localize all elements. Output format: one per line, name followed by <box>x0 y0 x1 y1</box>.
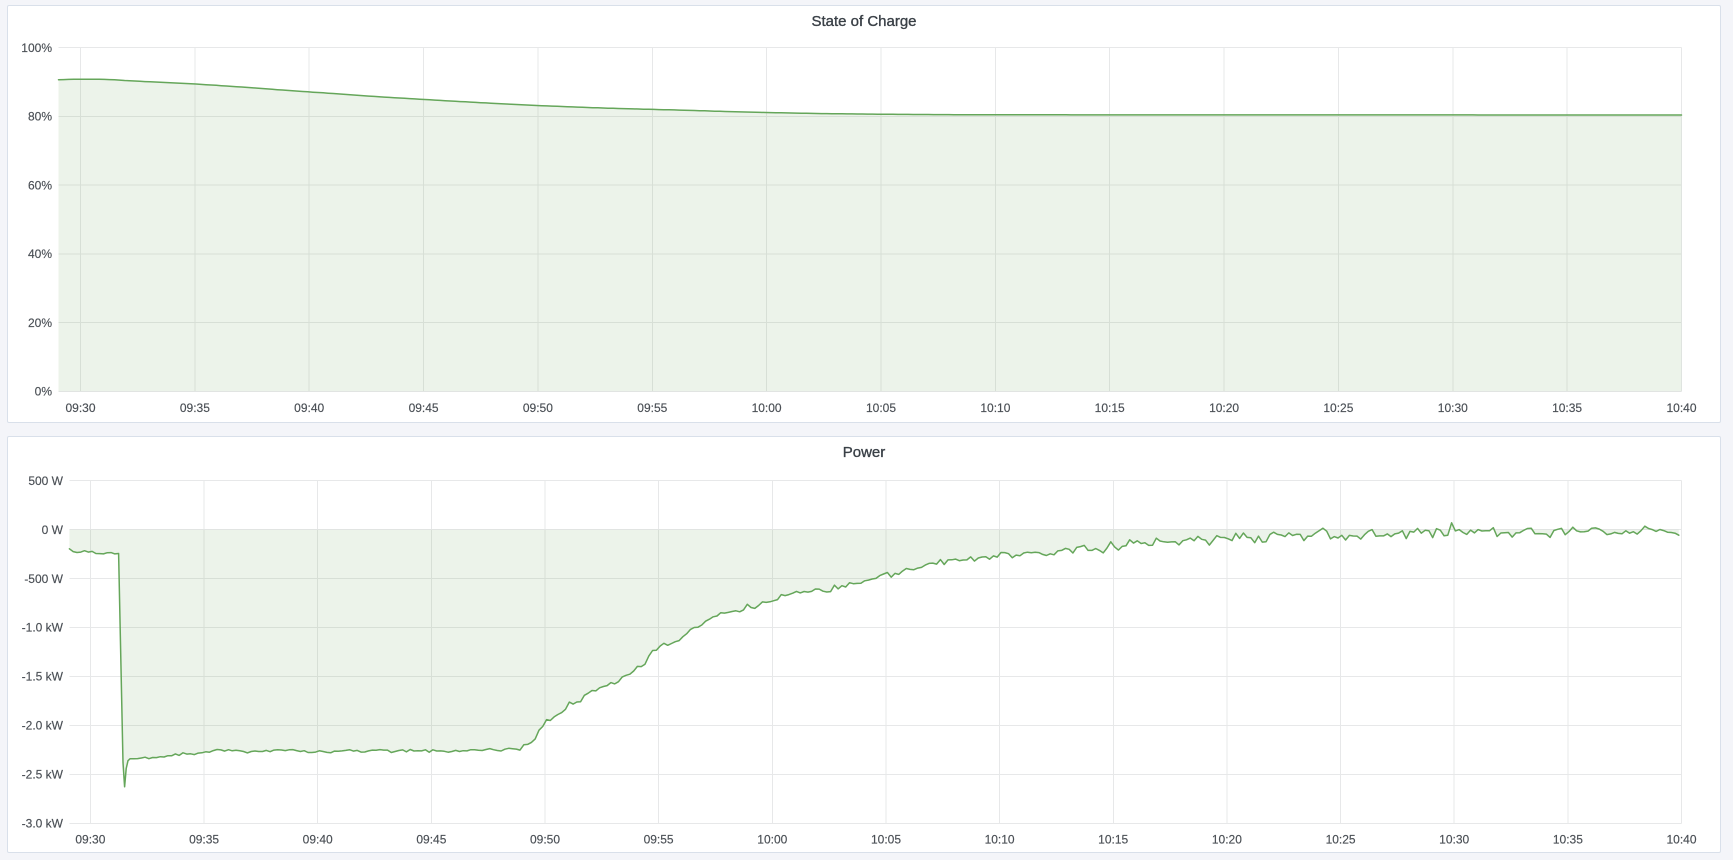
svg-text:09:40: 09:40 <box>294 401 324 415</box>
svg-text:10:30: 10:30 <box>1438 401 1468 415</box>
svg-text:10:05: 10:05 <box>866 401 896 415</box>
svg-text:09:50: 09:50 <box>530 833 560 847</box>
svg-text:09:55: 09:55 <box>644 833 674 847</box>
svg-text:-1.0 kW: -1.0 kW <box>22 621 64 635</box>
svg-text:10:00: 10:00 <box>757 833 787 847</box>
svg-text:10:25: 10:25 <box>1323 401 1353 415</box>
svg-text:10:15: 10:15 <box>1098 833 1128 847</box>
svg-text:10:35: 10:35 <box>1553 833 1583 847</box>
svg-text:09:35: 09:35 <box>189 833 219 847</box>
svg-text:10:35: 10:35 <box>1552 401 1582 415</box>
svg-text:10:40: 10:40 <box>1666 833 1696 847</box>
svg-text:09:30: 09:30 <box>75 833 105 847</box>
svg-text:09:55: 09:55 <box>637 401 667 415</box>
svg-text:10:25: 10:25 <box>1326 833 1356 847</box>
svg-text:09:30: 09:30 <box>65 401 95 415</box>
svg-text:-2.5 kW: -2.5 kW <box>22 768 64 782</box>
svg-text:10:20: 10:20 <box>1209 401 1239 415</box>
svg-text:09:45: 09:45 <box>409 401 439 415</box>
svg-text:10:20: 10:20 <box>1212 833 1242 847</box>
svg-text:10:30: 10:30 <box>1439 833 1469 847</box>
svg-text:-1.5 kW: -1.5 kW <box>22 670 64 684</box>
svg-text:100%: 100% <box>21 41 52 55</box>
svg-text:60%: 60% <box>28 178 52 192</box>
svg-text:500 W: 500 W <box>28 474 63 488</box>
svg-text:09:45: 09:45 <box>416 833 446 847</box>
svg-text:10:15: 10:15 <box>1095 401 1125 415</box>
svg-text:09:35: 09:35 <box>180 401 210 415</box>
svg-text:10:40: 10:40 <box>1666 401 1696 415</box>
svg-text:-3.0 kW: -3.0 kW <box>22 817 64 831</box>
svg-text:-500 W: -500 W <box>24 572 63 586</box>
svg-text:20%: 20% <box>28 316 52 330</box>
svg-text:-2.0 kW: -2.0 kW <box>22 719 64 733</box>
svg-text:10:05: 10:05 <box>871 833 901 847</box>
svg-text:0 W: 0 W <box>42 523 64 537</box>
svg-text:40%: 40% <box>28 247 52 261</box>
svg-text:0%: 0% <box>35 385 53 399</box>
svg-text:10:10: 10:10 <box>980 401 1010 415</box>
svg-text:09:50: 09:50 <box>523 401 553 415</box>
svg-text:10:00: 10:00 <box>752 401 782 415</box>
svg-text:10:10: 10:10 <box>985 833 1015 847</box>
svg-text:09:40: 09:40 <box>303 833 333 847</box>
svg-text:80%: 80% <box>28 110 52 124</box>
